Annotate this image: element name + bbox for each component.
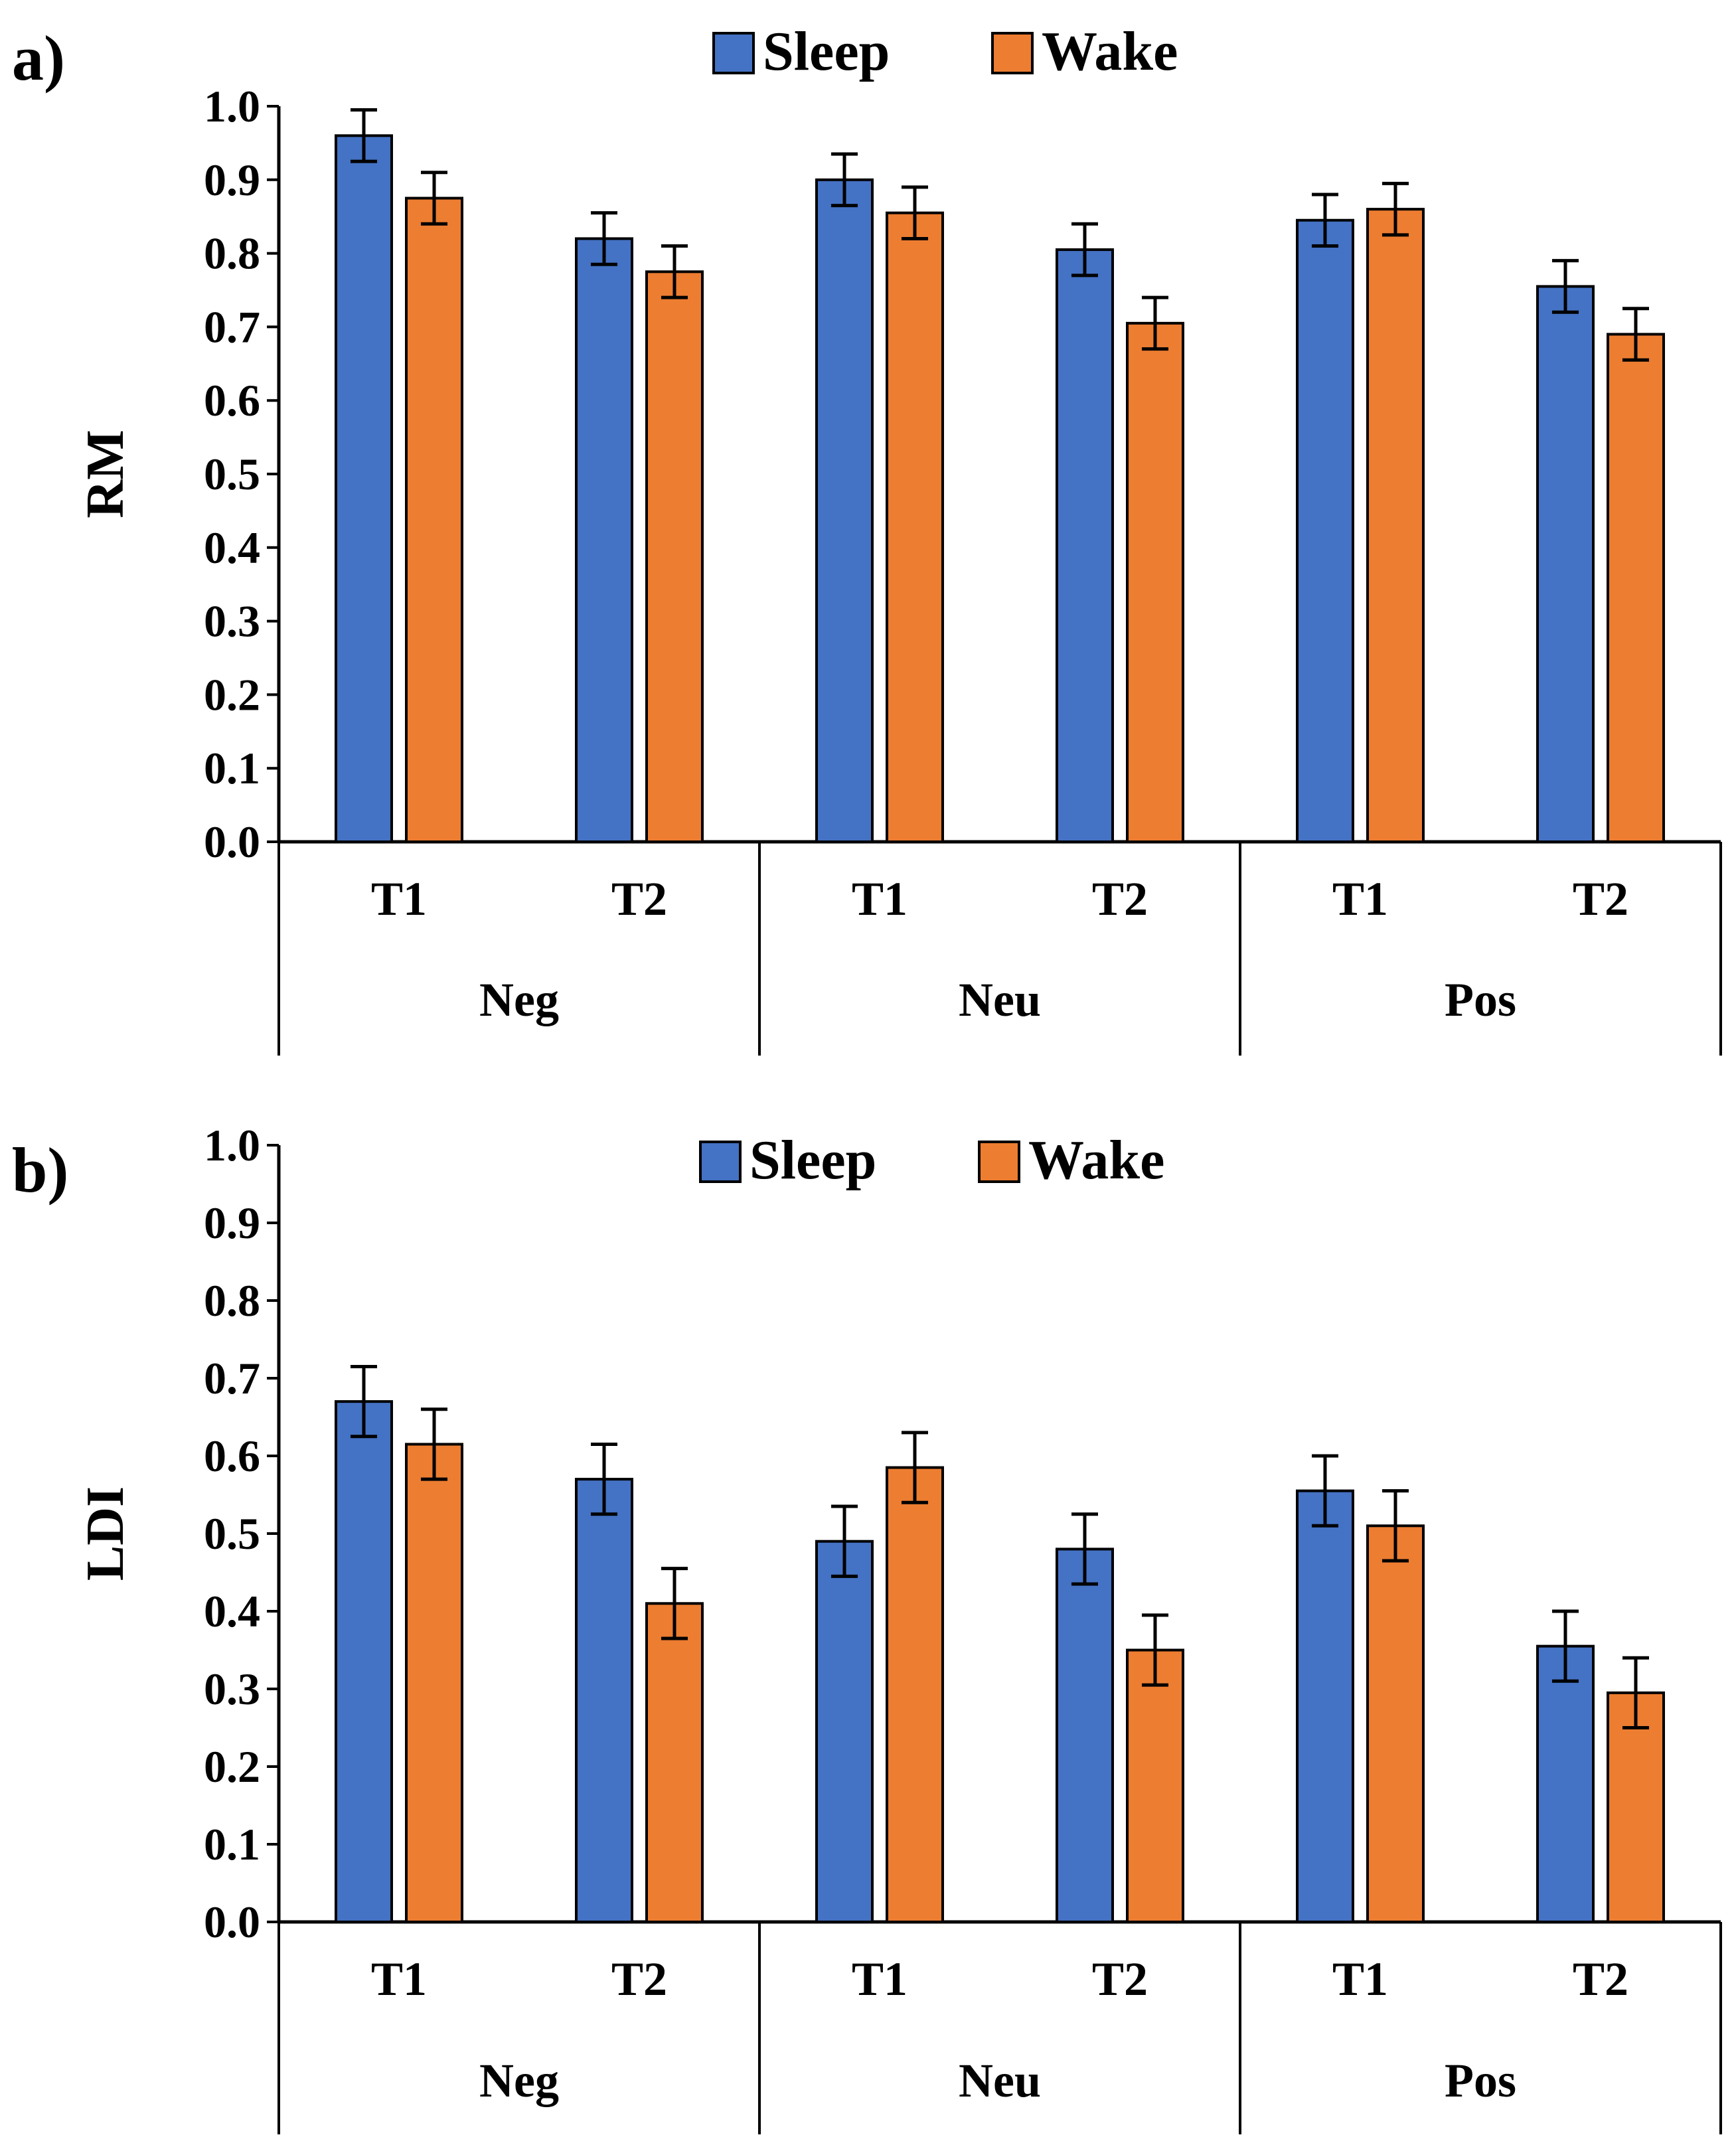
legend-swatch-sleep: [712, 32, 755, 74]
bar-wake: [1366, 1524, 1425, 1924]
y-tick-label: 0.0: [204, 1897, 260, 1947]
y-tick-label: 0.7: [204, 1353, 260, 1403]
y-tick-label: 0.8: [204, 228, 260, 279]
y-tick-label: 0.5: [204, 1508, 260, 1559]
bar-wake: [645, 270, 704, 843]
group-label: Neu: [959, 2054, 1041, 2107]
bar-wake: [886, 1466, 944, 1924]
bar-sleep: [815, 178, 874, 843]
legend: Sleep Wake: [712, 21, 1178, 82]
bar-sleep: [1056, 1548, 1114, 1923]
group-label: Neg: [479, 2054, 559, 2107]
y-axis-title: RM: [76, 430, 135, 518]
bar-sleep: [335, 134, 393, 844]
group-label: Pos: [1445, 973, 1516, 1026]
bar-sleep: [1536, 1644, 1595, 1923]
y-tick-label: 0.9: [204, 155, 260, 205]
panel-letter: b): [12, 1135, 68, 1206]
y-tick-label: 0.8: [204, 1275, 260, 1326]
group-label: Neg: [479, 973, 559, 1026]
y-tick-label: 1.0: [204, 1120, 260, 1170]
x-tick-label: T1: [852, 1952, 907, 2006]
y-tick-label: 0.2: [204, 669, 260, 720]
bar-sleep: [575, 237, 633, 843]
bar-sleep: [1056, 248, 1114, 843]
y-tick-label: 0.3: [204, 596, 260, 647]
y-tick-label: 0.4: [204, 522, 260, 573]
y-axis-title: LDI: [76, 1486, 135, 1581]
bar-wake: [1126, 321, 1184, 843]
y-tick-label: 1.0: [204, 81, 260, 131]
legend-label-wake: Wake: [1028, 1129, 1164, 1191]
x-tick-label: T1: [1332, 1952, 1388, 2006]
x-tick-label: T2: [1092, 1952, 1148, 2006]
bar-sleep: [1296, 218, 1354, 843]
y-tick-label: 0.9: [204, 1198, 260, 1248]
bar-wake: [1607, 333, 1665, 844]
legend-swatch-wake: [978, 1141, 1020, 1183]
x-tick-label: T1: [852, 872, 907, 925]
bar-wake: [405, 197, 463, 843]
bar-sleep: [335, 1400, 393, 1924]
panel-letter: a): [12, 23, 65, 94]
y-tick-label: 0.6: [204, 1431, 260, 1481]
legend-swatch-sleep: [699, 1141, 742, 1183]
x-tick-label: T2: [1573, 1952, 1628, 2006]
y-tick-label: 0.3: [204, 1664, 260, 1714]
legend-swatch-wake: [991, 32, 1034, 74]
bar-sleep: [575, 1478, 633, 1924]
y-tick-label: 0.0: [204, 817, 260, 867]
x-tick-label: T2: [611, 1952, 667, 2006]
bar-sleep: [1296, 1489, 1354, 1923]
group-label: Pos: [1445, 2054, 1516, 2107]
x-tick-label: T2: [611, 872, 667, 925]
bar-sleep: [1536, 285, 1595, 843]
bar-wake: [645, 1602, 704, 1924]
x-tick-label: T1: [1332, 872, 1388, 925]
y-tick-label: 0.1: [204, 743, 260, 793]
chart-panel-a: a) RM 0.0 0.1 0.2 0.3 0.4 0.5 0.6 0.7 0.8 0.9 1.0 T1 T…: [12, 21, 1722, 1056]
chart-panel-b: b) LDI 0.0 0.1 0.2 0.3 0.4 0.5 0.6 0.7 0.8 0.9 1.0 T1…: [12, 1120, 1722, 2134]
bar-wake: [886, 211, 944, 844]
bar-wake: [1366, 208, 1425, 843]
legend-label-sleep: Sleep: [763, 21, 890, 82]
y-tick-label: 0.1: [204, 1819, 260, 1869]
x-tick-label: T2: [1092, 872, 1148, 925]
bar-wake: [1126, 1648, 1184, 1923]
y-tick-label: 0.7: [204, 301, 260, 352]
y-tick-label: 0.5: [204, 449, 260, 499]
x-tick-label: T2: [1573, 872, 1628, 925]
group-label: Neu: [959, 973, 1041, 1026]
y-tick-label: 0.6: [204, 375, 260, 426]
legend: Sleep Wake: [699, 1129, 1164, 1191]
bar-wake: [405, 1443, 463, 1923]
x-tick-label: T1: [371, 872, 427, 925]
y-tick-label: 0.2: [204, 1741, 260, 1792]
legend-label-sleep: Sleep: [750, 1129, 876, 1191]
x-tick-label: T1: [371, 1952, 427, 2006]
bar-sleep: [815, 1540, 874, 1923]
legend-label-wake: Wake: [1042, 21, 1178, 82]
y-tick-label: 0.4: [204, 1586, 260, 1636]
bar-wake: [1607, 1691, 1665, 1924]
